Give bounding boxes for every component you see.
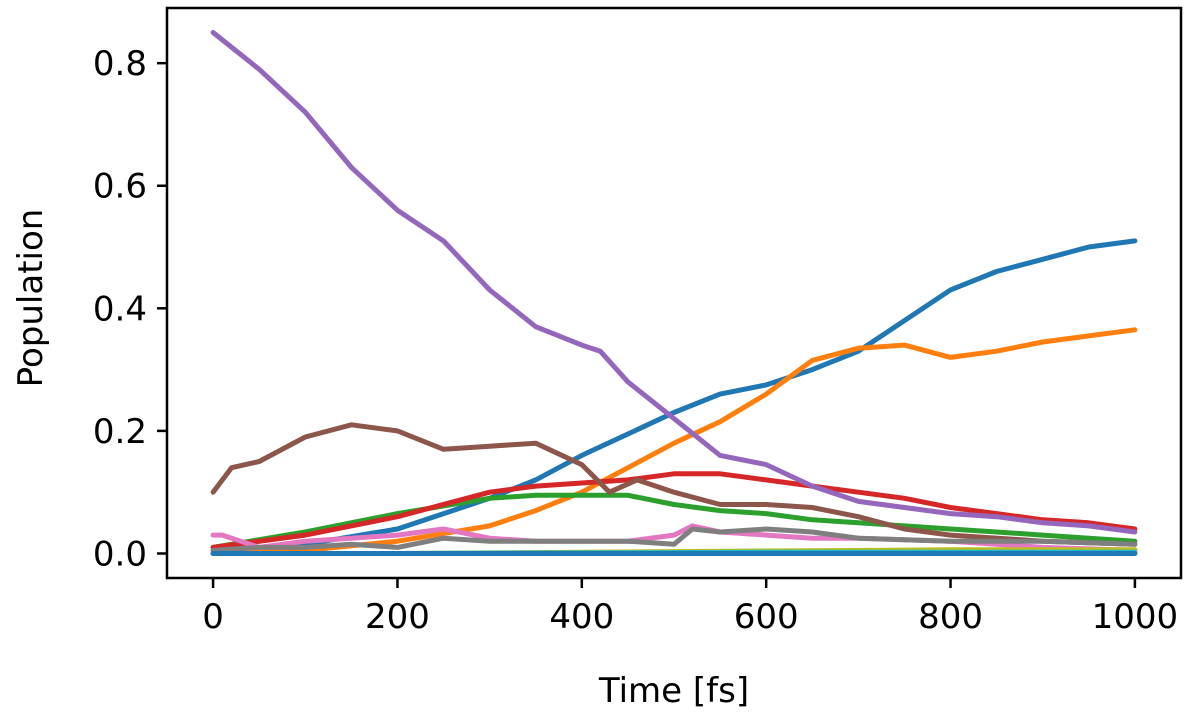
y-tick-label: 0.8 — [93, 44, 147, 84]
series-line-6 — [210, 422, 1138, 547]
x-tick-label: 400 — [549, 597, 614, 637]
x-tick-label: 1000 — [1092, 597, 1179, 637]
series-layer — [210, 30, 1138, 556]
y-tick-label: 0.0 — [93, 534, 147, 574]
x-axis-ticks: 0 200 400 600 800 1000 — [202, 578, 1178, 637]
series-line-3 — [210, 492, 1138, 550]
series-line-8 — [210, 526, 1138, 553]
y-tick-label: 0.2 — [93, 412, 147, 452]
x-tick-label: 200 — [365, 597, 430, 637]
y-tick-label: 0.4 — [93, 289, 147, 329]
y-axis-label: Population — [11, 209, 51, 388]
y-axis-ticks: 0.0 0.2 0.4 0.6 0.8 — [93, 44, 167, 574]
y-tick-label: 0.6 — [93, 167, 147, 207]
x-tick-label: 0 — [202, 597, 224, 637]
x-tick-label: 800 — [918, 597, 983, 637]
plot-frame — [165, 6, 1183, 580]
series-line-2 — [210, 327, 1138, 556]
series-line-1 — [210, 238, 1138, 553]
series-line-4 — [210, 471, 1138, 550]
x-axis-label: Time [fs] — [598, 671, 749, 711]
series-line-5 — [210, 30, 1138, 535]
x-tick-label: 600 — [734, 597, 799, 637]
